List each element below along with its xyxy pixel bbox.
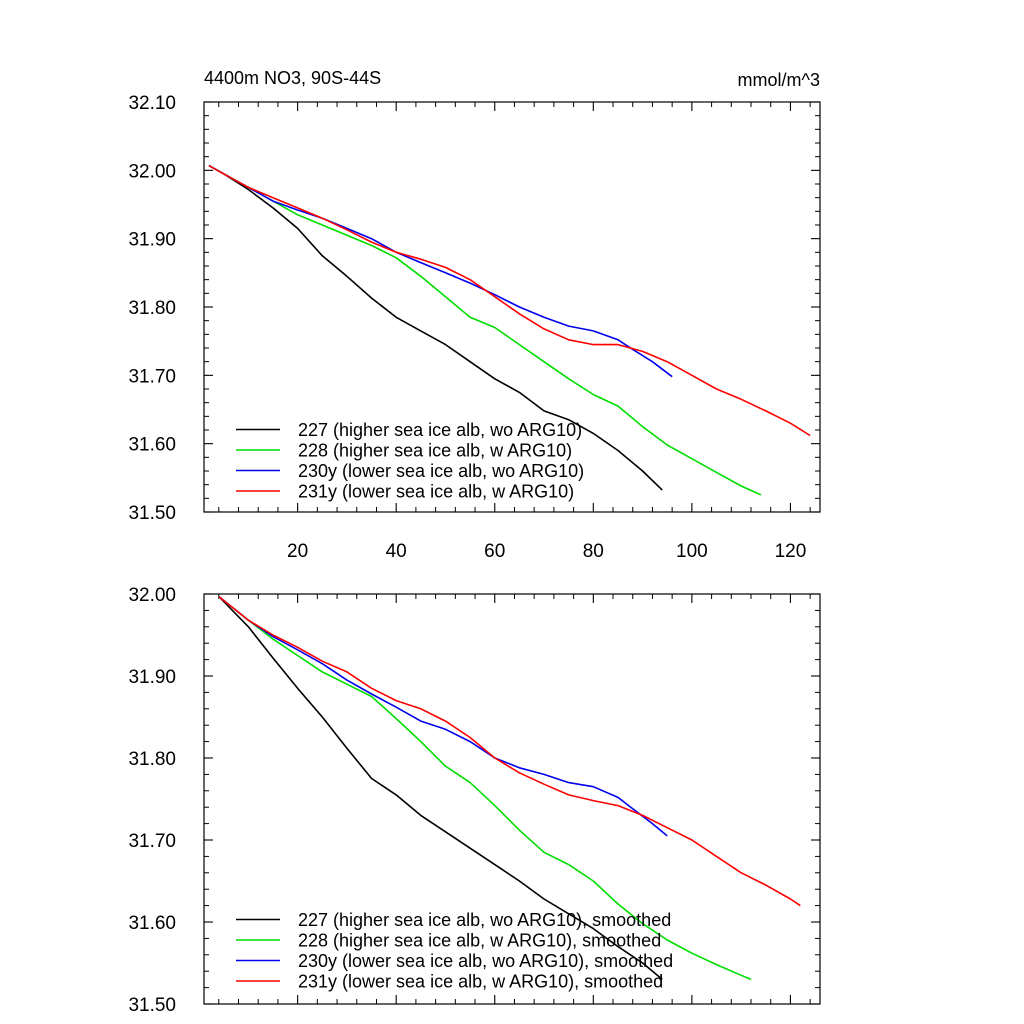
bottom-ytick-label: 32.00 xyxy=(128,585,176,606)
bottom-legend-label-2: 230y (lower sea ice alb, wo ARG10), smoo… xyxy=(298,951,673,971)
top-ytick-label: 31.50 xyxy=(128,503,176,524)
bottom-legend-label-3: 231y (lower sea ice alb, w ARG10), smoot… xyxy=(298,972,663,992)
top-legend-label-3: 231y (lower sea ice alb, w ARG10) xyxy=(298,482,574,502)
bottom-legend-label-0: 227 (higher sea ice alb, wo ARG10), smoo… xyxy=(298,910,671,930)
bottom-plot-frame xyxy=(203,593,821,1005)
top-legend: 227 (higher sea ice alb, wo ARG10)228 (h… xyxy=(236,420,584,502)
top-series-line-2 xyxy=(208,164,673,378)
top-legend-label-2: 230y (lower sea ice alb, wo ARG10) xyxy=(298,461,584,481)
bottom-series-line-3 xyxy=(218,595,801,907)
top-panel-units: mmol/m^3 xyxy=(738,70,820,90)
top-legend-label-0: 227 (higher sea ice alb, wo ARG10) xyxy=(298,420,582,440)
top-series-line-0 xyxy=(208,164,663,491)
top-series-group xyxy=(208,164,811,496)
bottom-ytick-label: 31.60 xyxy=(128,913,176,934)
top-ytick-label: 31.70 xyxy=(128,366,176,387)
top-xtick-label: 100 xyxy=(676,541,708,562)
bottom-series-line-2 xyxy=(218,595,668,837)
top-series-line-3 xyxy=(208,164,811,437)
top-xtick-label: 20 xyxy=(287,541,308,562)
bottom-ytick-label: 31.70 xyxy=(128,831,176,852)
top-ytick-label: 31.60 xyxy=(128,435,176,456)
top-legend-label-1: 228 (higher sea ice alb, w ARG10) xyxy=(298,441,572,461)
top-axis-ticks: 31.50 31.60 31.70 31.80 31.90 32.00 32.10 20 40 6… xyxy=(128,93,820,562)
top-series-line-1 xyxy=(208,164,762,496)
bottom-series-line-0 xyxy=(218,595,663,981)
top-xtick-label: 80 xyxy=(583,541,604,562)
top-ytick-label: 32.00 xyxy=(128,161,176,182)
top-xtick-label: 120 xyxy=(775,541,807,562)
bottom-series-group xyxy=(218,595,801,981)
bottom-axis-ticks: 31.50 31.60 31.70 31.80 31.90 32.00 xyxy=(128,585,820,1016)
bottom-panel: 31.50 31.60 31.70 31.80 31.90 32.00 227 (high… xyxy=(128,585,821,1016)
bottom-ytick-label: 31.90 xyxy=(128,667,176,688)
top-xtick-label: 40 xyxy=(386,541,407,562)
bottom-series-line-1 xyxy=(218,595,752,981)
top-panel-title: 4400m NO3, 90S-44S xyxy=(204,68,381,88)
bottom-legend: 227 (higher sea ice alb, wo ARG10), smoo… xyxy=(236,910,673,992)
top-ytick-label: 32.10 xyxy=(128,93,176,114)
top-xtick-label: 60 xyxy=(484,541,505,562)
top-ytick-label: 31.90 xyxy=(128,230,176,251)
bottom-ytick-label: 31.50 xyxy=(128,995,176,1016)
top-panel: 4400m NO3, 90S-44S mmol/m^3 31.5031.6031… xyxy=(128,68,821,562)
top-ytick-label: 31.80 xyxy=(128,298,176,319)
bottom-ytick-label: 31.80 xyxy=(128,749,176,770)
bottom-legend-label-1: 228 (higher sea ice alb, w ARG10), smoot… xyxy=(298,931,661,951)
